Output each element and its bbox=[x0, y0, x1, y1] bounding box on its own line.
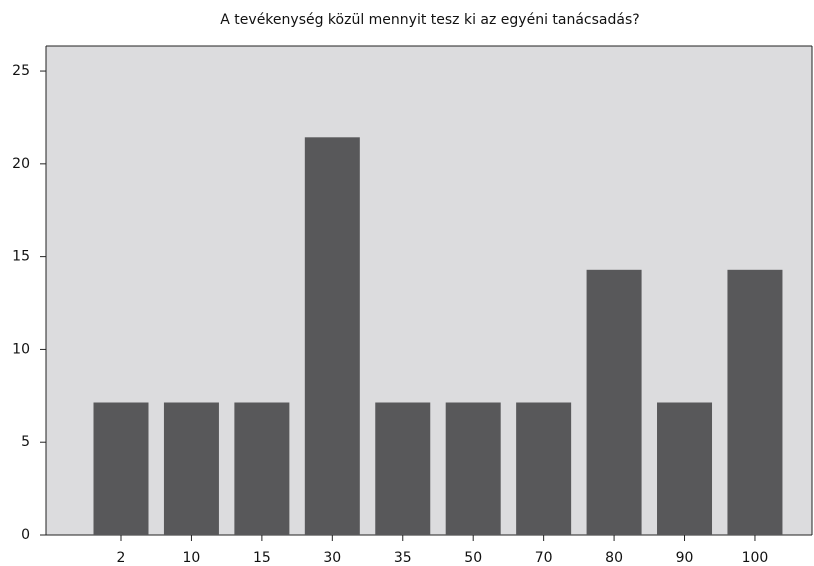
x-tick-label: 70 bbox=[535, 550, 553, 566]
y-tick-label: 5 bbox=[21, 434, 30, 450]
y-tick-label: 0 bbox=[21, 527, 30, 543]
bar bbox=[586, 269, 642, 535]
bar bbox=[163, 402, 219, 535]
x-tick-label: 15 bbox=[253, 550, 271, 566]
y-tick-label: 15 bbox=[12, 249, 30, 265]
bar bbox=[234, 402, 290, 535]
x-tick-label: 100 bbox=[742, 550, 769, 566]
x-tick-label: 50 bbox=[464, 550, 482, 566]
chart-title: A tevékenység közül mennyit tesz ki az e… bbox=[220, 12, 639, 28]
bar bbox=[93, 402, 149, 535]
bar bbox=[657, 402, 713, 535]
bar bbox=[445, 402, 501, 535]
y-tick-label: 25 bbox=[12, 63, 30, 79]
y-tick-label: 10 bbox=[12, 341, 30, 357]
bar bbox=[375, 402, 431, 535]
x-tick-label: 90 bbox=[676, 550, 694, 566]
x-tick-label: 30 bbox=[323, 550, 341, 566]
bar bbox=[304, 137, 360, 535]
x-tick-label: 80 bbox=[605, 550, 623, 566]
y-tick-label: 20 bbox=[12, 156, 30, 172]
x-tick-label: 35 bbox=[394, 550, 412, 566]
bar bbox=[727, 269, 783, 535]
bar bbox=[516, 402, 572, 535]
x-tick-label: 10 bbox=[183, 550, 201, 566]
x-tick-label: 2 bbox=[117, 550, 126, 566]
